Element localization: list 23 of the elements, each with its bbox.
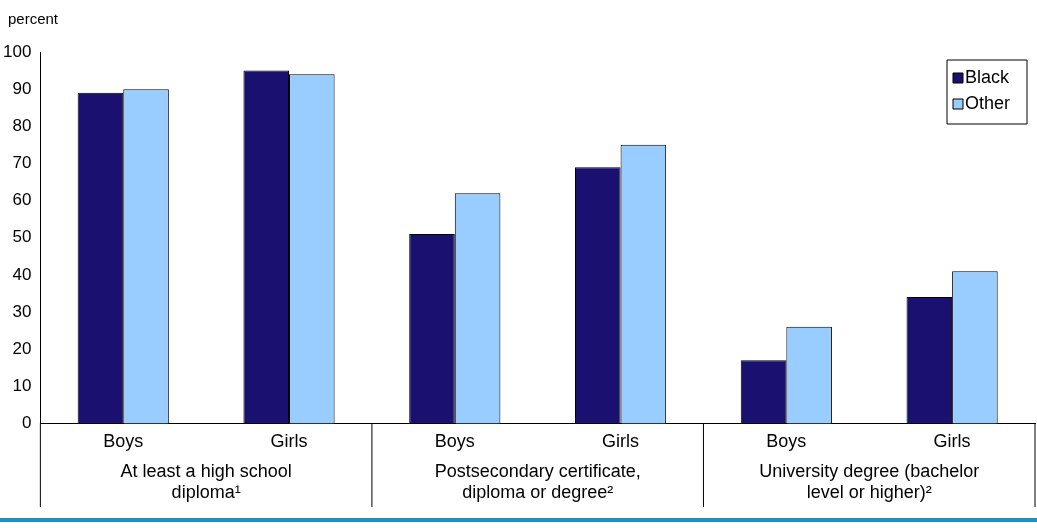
x-tick-label: Girls <box>602 431 640 452</box>
y-tick-label: 100 <box>2 41 32 61</box>
y-tick-label: 90 <box>12 78 32 98</box>
y-tick-label: 60 <box>12 190 32 210</box>
y-tick-label: 80 <box>12 115 32 135</box>
text: University degree (bachelor level or higher)² <box>759 460 980 502</box>
text: At least a high school diploma¹ <box>120 460 292 502</box>
y-tick-label: 10 <box>12 375 32 395</box>
y-tick-label: 20 <box>12 338 32 358</box>
y-tick-label: 50 <box>12 227 32 247</box>
x-tick-label: Boys <box>434 431 475 452</box>
x-tick-label: Girls <box>933 431 971 452</box>
legend-label: Black <box>965 66 1011 87</box>
legend-label: Other <box>965 92 1011 113</box>
y-tick-label: 40 <box>12 264 32 284</box>
y-tick-label: 70 <box>12 153 32 173</box>
y-axis-title: percent <box>8 10 59 27</box>
x-tick-label: Girls <box>270 431 308 452</box>
x-tick-label: Boys <box>766 431 807 452</box>
y-tick-label: 0 <box>21 413 32 433</box>
y-tick-label: 30 <box>12 301 32 321</box>
text: Postsecondary certificate, diploma or degree² <box>434 460 641 502</box>
x-tick-label: Boys <box>103 431 144 452</box>
